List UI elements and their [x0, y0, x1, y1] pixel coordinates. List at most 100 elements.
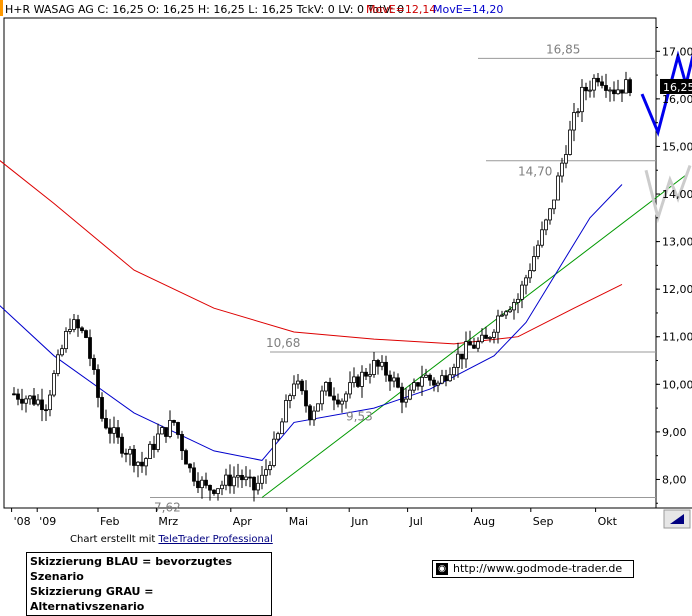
candle-body	[156, 433, 160, 450]
candle-body	[468, 341, 472, 346]
candle-body	[540, 229, 544, 246]
candle-body	[612, 89, 616, 95]
candle-body	[596, 77, 600, 83]
y-tick-label: 15,00	[662, 140, 692, 153]
candle-body	[360, 371, 364, 387]
y-tick-label: 11,00	[662, 331, 692, 344]
candle-body	[416, 382, 420, 387]
candle-body	[136, 461, 140, 466]
x-tick-label: Aug	[474, 515, 495, 528]
candle-body	[568, 129, 572, 155]
candle-body	[524, 277, 528, 286]
candle-body	[452, 366, 456, 376]
scenario-legend: Skizzierung BLAU = bevorzugtes Szenario …	[26, 552, 272, 616]
trendline	[261, 174, 687, 498]
website-icon: ◉	[436, 563, 448, 575]
candle-body	[60, 348, 64, 356]
candle-body	[164, 427, 168, 437]
candle-body	[24, 398, 28, 404]
x-tick-label: '09	[39, 515, 56, 528]
candle-body	[276, 433, 280, 440]
y-axis-ticks: 8,00 9,00 10,00 11,00 12,00 13,00 14,00 15,00 16…	[656, 27, 692, 504]
credit-prefix: Chart erstellt mit	[70, 534, 159, 545]
candle-body	[348, 382, 352, 395]
candle-body	[256, 482, 260, 491]
candle-body	[272, 438, 276, 466]
candle-body	[112, 427, 116, 434]
candle-body	[212, 489, 216, 494]
candle-body	[608, 89, 612, 92]
candle-body	[332, 395, 336, 401]
candle-body	[384, 361, 388, 376]
candle-body	[588, 89, 592, 92]
x-tick-label: Feb	[100, 515, 119, 528]
candle-body	[412, 382, 416, 391]
annotation-layer: 16,85 14,70 10,68 9,53 7,62	[154, 42, 580, 514]
candle-body	[356, 376, 360, 387]
candle-body	[116, 427, 120, 438]
candle-body	[580, 86, 584, 113]
website-box[interactable]: ◉ http://www.godmode-trader.de	[432, 560, 634, 578]
last-price-badge: 16,25	[663, 81, 692, 94]
candle-body	[480, 334, 484, 343]
credit-link[interactable]: TeleTrader Professional	[158, 534, 273, 545]
candle-body	[556, 175, 560, 201]
candle-body	[152, 443, 156, 450]
candle-body	[528, 270, 532, 279]
candle-body	[564, 154, 568, 164]
candle-body	[460, 353, 464, 360]
scenario-blue-path	[640, 50, 692, 137]
candle-body	[584, 86, 588, 92]
header-marker	[0, 0, 3, 16]
candle-body	[304, 390, 308, 407]
candle-body	[508, 309, 512, 313]
candle-body	[40, 399, 44, 411]
y-tick-label: 17,00	[662, 45, 692, 58]
candle-body	[100, 397, 104, 419]
website-url[interactable]: http://www.godmode-trader.de	[453, 562, 623, 575]
x-axis-ticks: '08 '09 Feb Mrz Apr Mai Jun Jul Aug Sep Okt	[11, 508, 618, 528]
candle-body	[44, 409, 48, 412]
candle-body	[280, 421, 284, 435]
candle-body	[288, 395, 292, 401]
scenario-gray-path	[644, 164, 692, 224]
candle-body	[128, 448, 132, 455]
support-lines	[150, 57, 656, 499]
header-move2: MovE=14,20	[433, 3, 503, 16]
candle-body	[316, 403, 320, 412]
candle-body	[132, 448, 136, 466]
candle-body	[284, 400, 288, 423]
x-tick-label: Jul	[409, 515, 423, 528]
candle-body	[200, 479, 204, 489]
y-tick-label: 13,00	[662, 236, 692, 249]
candle-body	[36, 399, 40, 405]
x-tick-label: Sep	[533, 515, 554, 528]
candle-body	[248, 476, 252, 479]
candle-body	[108, 427, 112, 434]
candle-body	[492, 331, 496, 338]
candle-body	[624, 79, 628, 94]
candle-body	[52, 373, 56, 396]
candle-body	[484, 334, 488, 339]
candle-body	[520, 284, 524, 300]
legend-blue: Skizzierung BLAU = bevorzugtes Szenario	[30, 555, 233, 583]
y-tick-label: 16,00	[662, 93, 692, 106]
candle-body	[92, 358, 96, 370]
candle-body	[244, 476, 248, 481]
candle-body	[64, 331, 68, 350]
candle-body	[496, 315, 500, 333]
candle-body	[176, 422, 180, 435]
candle-body	[456, 353, 460, 368]
candle-body	[548, 208, 552, 221]
candle-body	[328, 382, 332, 397]
candle-body	[616, 89, 620, 95]
candle-body	[552, 199, 556, 210]
candle-body	[20, 398, 24, 404]
y-tick-label: 14,00	[662, 188, 692, 201]
candle-body	[600, 81, 604, 86]
candle-body	[260, 474, 264, 484]
candle-body	[560, 162, 564, 177]
candle-body	[80, 327, 84, 332]
y-tick-label: 8,00	[662, 473, 687, 486]
candle-body	[620, 89, 624, 94]
